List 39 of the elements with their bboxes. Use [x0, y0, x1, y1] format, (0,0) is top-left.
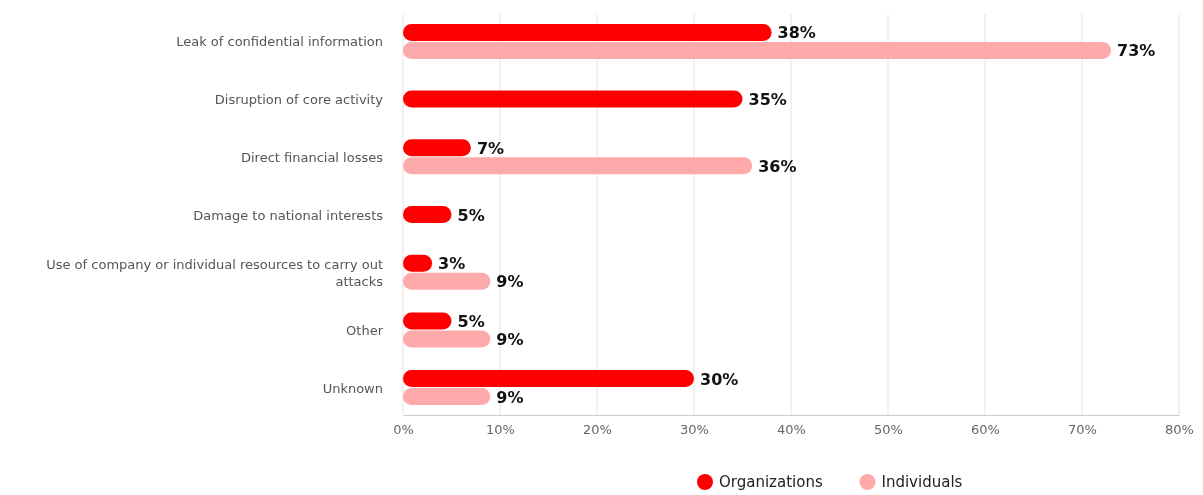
y-tick-label: Disruption of core activity [214, 92, 384, 108]
data-label: 9% [496, 272, 524, 292]
bar [403, 23, 772, 41]
y-tick-label: Damage to national interests [193, 207, 384, 223]
data-label: 73% [1117, 41, 1156, 61]
y-tick-label: Leak of confidential information [176, 34, 383, 50]
x-tick-label: 60% [971, 422, 1000, 438]
data-label: 30% [700, 369, 739, 389]
y-tick-label: Use of company or individual resources to carry out attacks [46, 257, 384, 290]
bar [403, 41, 1112, 59]
bar [403, 312, 452, 330]
legend-label: Organizations [719, 473, 823, 491]
x-tick-label: 50% [874, 422, 903, 438]
bar [403, 370, 694, 388]
y-tick-label: Unknown [322, 380, 383, 396]
data-label: 35% [748, 90, 787, 110]
x-tick-label: 70% [1068, 422, 1097, 438]
bar [403, 157, 753, 175]
data-label: 38% [777, 23, 816, 43]
data-label: 7% [476, 138, 505, 158]
data-label: 9% [496, 387, 524, 407]
x-tick-label: 20% [583, 422, 612, 438]
x-tick-label: 80% [1165, 422, 1194, 438]
data-label: 5% [457, 205, 485, 225]
bar [403, 330, 491, 348]
data-label: 5% [457, 311, 485, 331]
x-tick-label: 0% [393, 422, 414, 438]
legend-label: Individuals [881, 473, 963, 491]
x-tick-label: 40% [777, 422, 806, 438]
bar [403, 388, 491, 406]
bar [403, 139, 471, 157]
y-tick-label: Direct financial losses [240, 149, 384, 165]
data-label: 36% [758, 156, 797, 176]
y-tick-label: Other [346, 322, 384, 338]
data-label: 9% [496, 329, 524, 349]
x-tick-label: 10% [486, 422, 515, 438]
data-label: 3% [438, 254, 466, 274]
bar [403, 272, 491, 290]
x-tick-label: 30% [680, 422, 709, 438]
